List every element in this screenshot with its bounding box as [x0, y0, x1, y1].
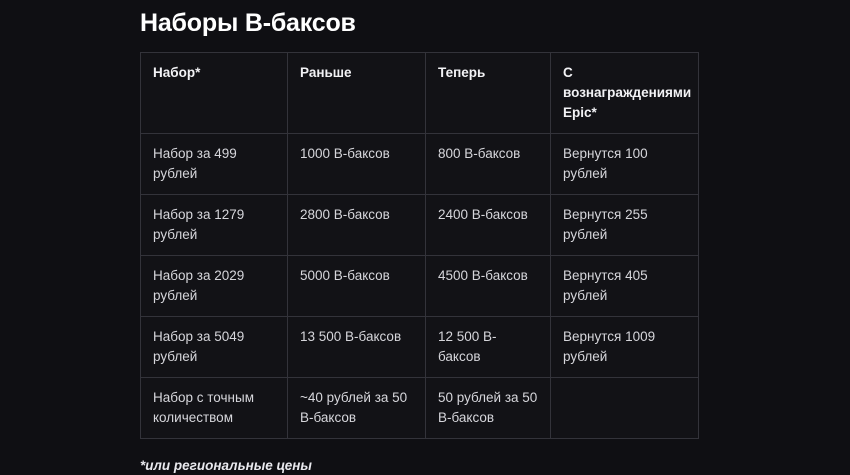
- cell-rewards: Вернутся 100 рублей: [550, 133, 699, 195]
- cell-set: Набор с точным количеством: [140, 377, 288, 439]
- table-row: Набор за 1279 рублей 2800 В-баксов 2400 …: [140, 194, 699, 256]
- cell-before: 13 500 В-баксов: [287, 316, 426, 378]
- cell-set: Набор за 2029 рублей: [140, 255, 288, 317]
- cell-now: 2400 В-баксов: [425, 194, 551, 256]
- cell-set: Набор за 5049 рублей: [140, 316, 288, 378]
- table-header: Набор* Раньше Теперь С вознаграждениями …: [140, 52, 699, 134]
- column-header-now: Теперь: [425, 52, 551, 134]
- table-row: Набор за 499 рублей 1000 В-баксов 800 В-…: [140, 133, 699, 195]
- cell-rewards: Вернутся 1009 рублей: [550, 316, 699, 378]
- cell-now: 800 В-баксов: [425, 133, 551, 195]
- table-row: Набор за 2029 рублей 5000 В-баксов 4500 …: [140, 255, 699, 317]
- cell-set: Набор за 1279 рублей: [140, 194, 288, 256]
- page-title: Наборы В-баксов: [140, 9, 356, 37]
- cell-before: ~40 рублей за 50 В-баксов: [287, 377, 426, 439]
- vbucks-price-table: Набор* Раньше Теперь С вознаграждениями …: [140, 52, 699, 439]
- table-body: Набор за 499 рублей 1000 В-баксов 800 В-…: [140, 133, 699, 439]
- column-header-set: Набор*: [140, 52, 288, 134]
- table-row: Набор за 5049 рублей 13 500 В-баксов 12 …: [140, 316, 699, 378]
- cell-now: 50 рублей за 50 В-баксов: [425, 377, 551, 439]
- cell-rewards: [550, 377, 699, 439]
- cell-before: 2800 В-баксов: [287, 194, 426, 256]
- column-header-rewards: С вознаграждениями Epic*: [550, 52, 699, 134]
- column-header-before: Раньше: [287, 52, 426, 134]
- cell-rewards: Вернутся 255 рублей: [550, 194, 699, 256]
- cell-before: 5000 В-баксов: [287, 255, 426, 317]
- price-table-wrapper: Набор* Раньше Теперь С вознаграждениями …: [140, 52, 699, 439]
- cell-now: 12 500 В-баксов: [425, 316, 551, 378]
- table-header-row: Набор* Раньше Теперь С вознаграждениями …: [140, 52, 699, 134]
- cell-before: 1000 В-баксов: [287, 133, 426, 195]
- cell-set: Набор за 499 рублей: [140, 133, 288, 195]
- page-root: Наборы В-баксов Набор* Раньше Теперь С в…: [140, 9, 699, 473]
- content-column: Наборы В-баксов Набор* Раньше Теперь С в…: [140, 0, 740, 475]
- cell-rewards: Вернутся 405 рублей: [550, 255, 699, 317]
- table-footnote: *или региональные цены: [140, 458, 312, 473]
- table-row: Набор с точным количеством ~40 рублей за…: [140, 377, 699, 439]
- cell-now: 4500 В-баксов: [425, 255, 551, 317]
